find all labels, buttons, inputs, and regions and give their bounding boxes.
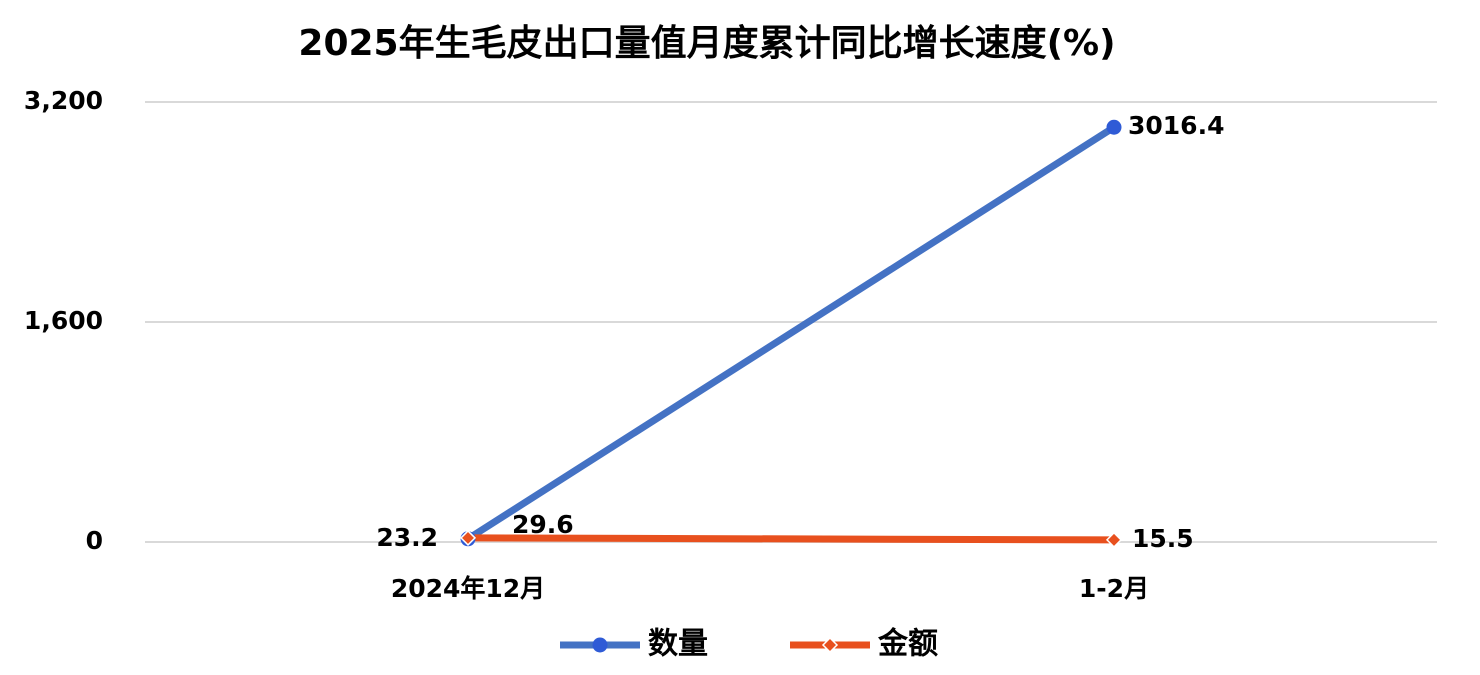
legend-marker	[592, 637, 608, 653]
series-line	[464, 534, 1118, 544]
chart-title: 2025年生毛皮出口量值月度累计同比增长速度(%)	[298, 23, 1115, 64]
y-tick-label: 1,600	[24, 306, 103, 335]
data-label: 15.5	[1132, 524, 1194, 553]
marker	[1105, 531, 1123, 548]
x-tick-label: 2024年12月	[391, 574, 545, 603]
series-line	[464, 123, 1118, 543]
marker	[459, 529, 477, 546]
legend-label: 数量	[648, 627, 708, 662]
y-tick-label: 0	[86, 526, 103, 555]
y-tick-label: 3,200	[24, 86, 103, 115]
data-label: 23.2	[376, 523, 438, 552]
marker	[1106, 119, 1122, 135]
legend-label: 金额	[877, 627, 938, 662]
x-tick-label: 1-2月	[1079, 574, 1149, 603]
data-label: 3016.4	[1128, 111, 1224, 140]
data-label: 29.6	[512, 510, 574, 539]
legend-marker	[821, 636, 839, 654]
